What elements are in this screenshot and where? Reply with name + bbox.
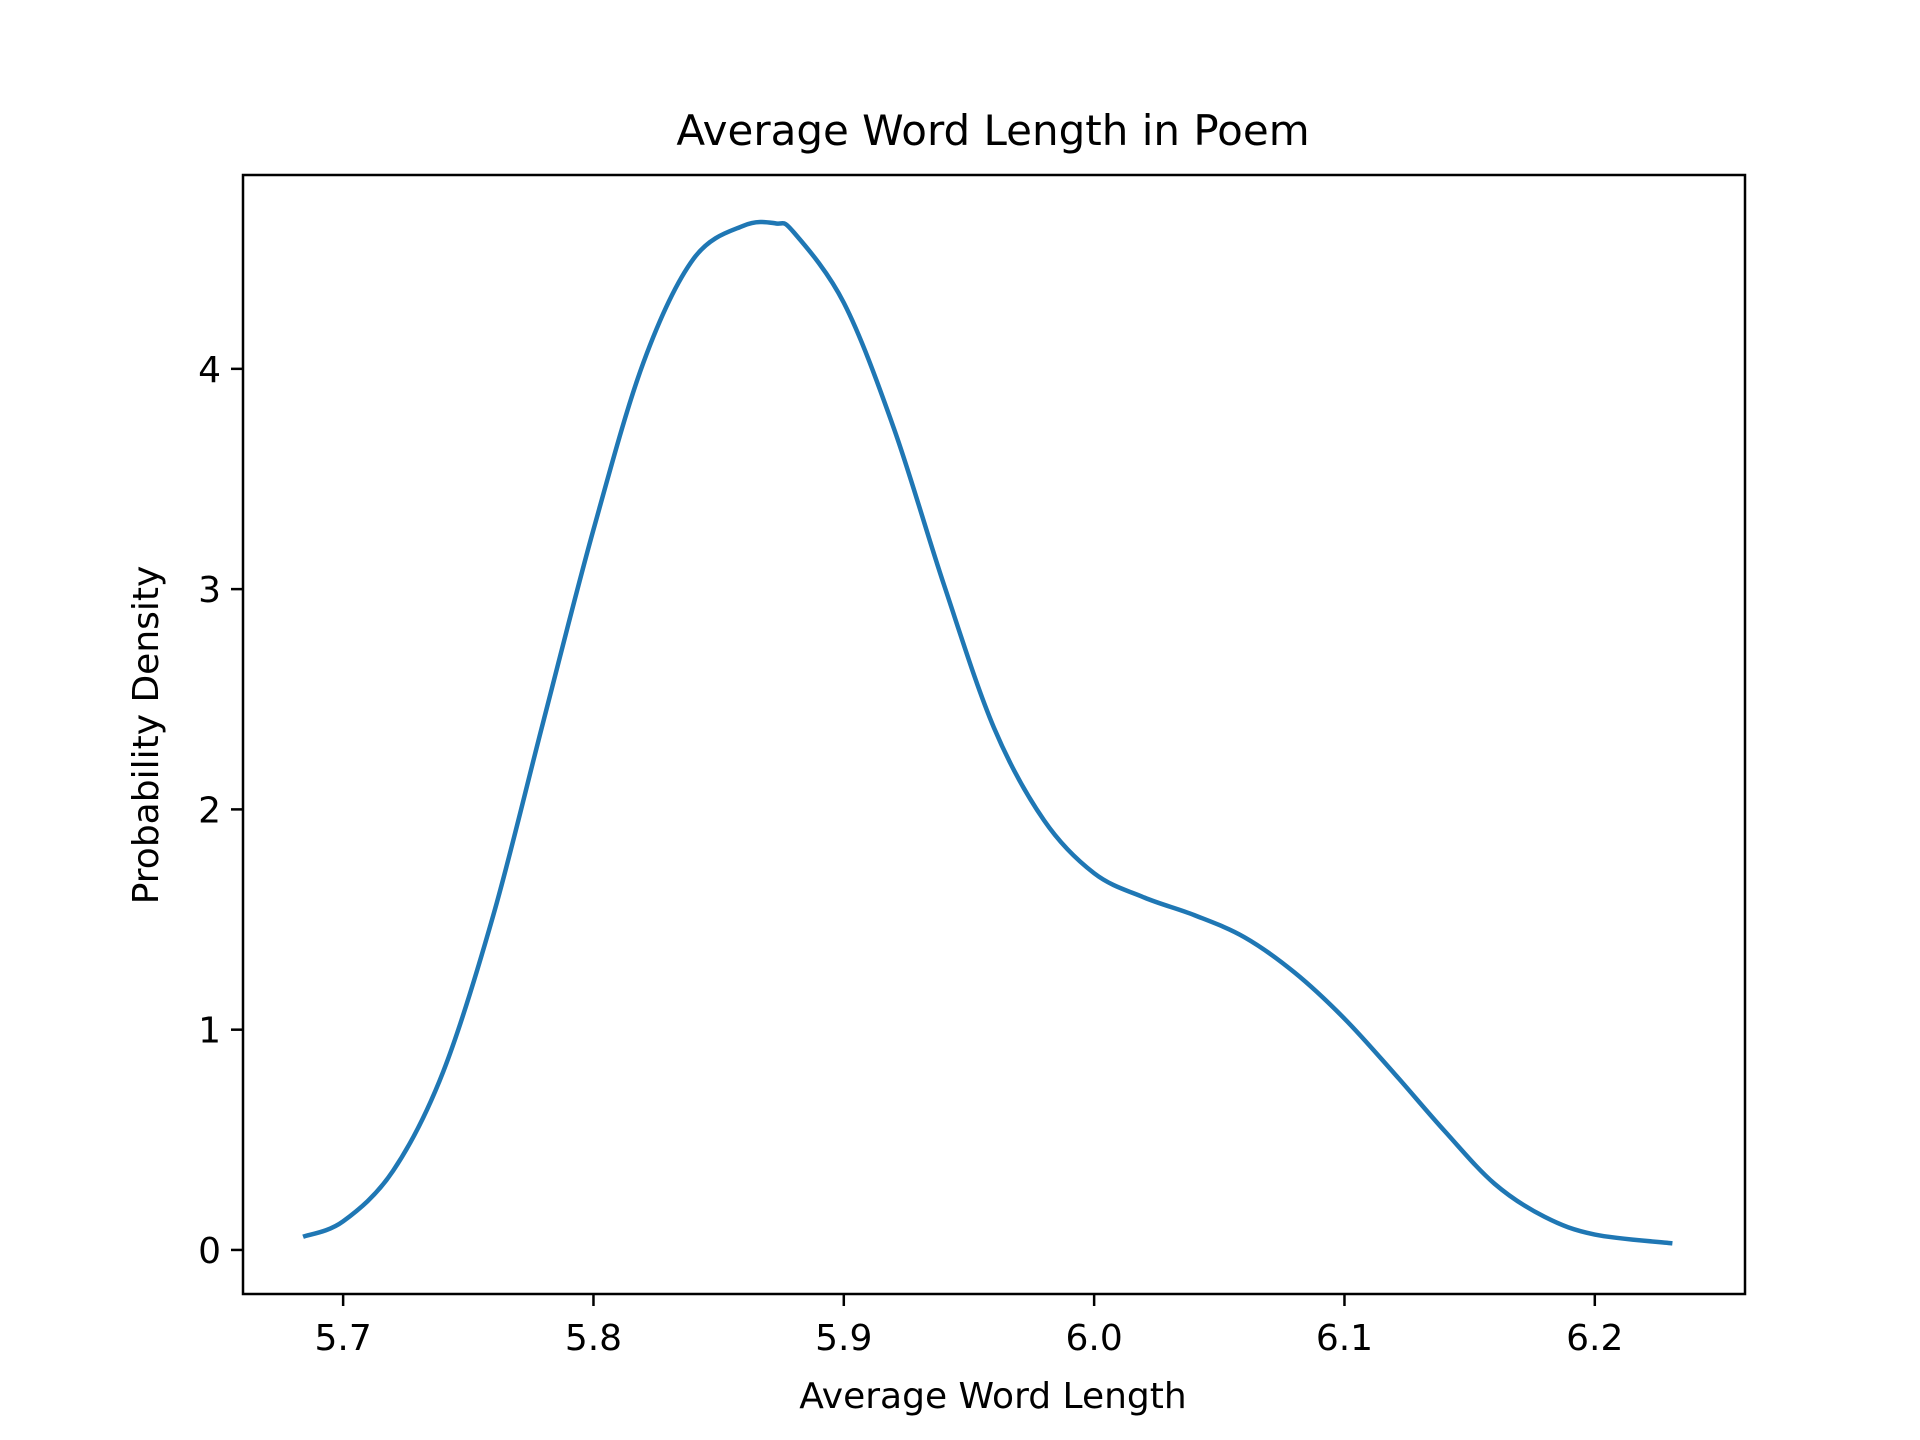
- y-axis-label: Probability Density: [126, 566, 167, 905]
- x-tick-label: 6.0: [1066, 1318, 1123, 1359]
- x-tick-label: 5.8: [565, 1318, 622, 1359]
- y-tick-label: 2: [198, 790, 221, 831]
- axis-ticks: 5.7 5.8 5.9 6.0 6.1 6.2 0 1 2 3 4: [198, 350, 1623, 1359]
- y-tick-label: 3: [198, 570, 221, 611]
- x-axis-label: Average Word Length: [799, 1376, 1186, 1417]
- density-curve: [302, 219, 1673, 1246]
- y-tick-label: 1: [198, 1011, 221, 1052]
- chart-title: Average Word Length in Poem: [676, 106, 1309, 155]
- y-tick-label: 4: [198, 350, 221, 391]
- x-tick-label: 6.2: [1566, 1318, 1623, 1359]
- x-tick-label: 5.9: [815, 1318, 872, 1359]
- plot-frame: [241, 173, 1747, 1296]
- x-tick-label: 6.1: [1316, 1318, 1373, 1359]
- x-tick-label: 5.7: [315, 1318, 372, 1359]
- y-tick-label: 0: [198, 1231, 221, 1272]
